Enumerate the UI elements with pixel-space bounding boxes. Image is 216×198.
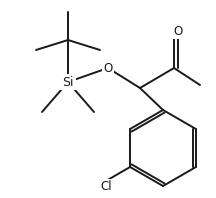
Text: Si: Si: [62, 75, 74, 89]
Text: O: O: [173, 25, 183, 37]
Text: O: O: [103, 62, 113, 74]
Text: Cl: Cl: [100, 180, 112, 192]
